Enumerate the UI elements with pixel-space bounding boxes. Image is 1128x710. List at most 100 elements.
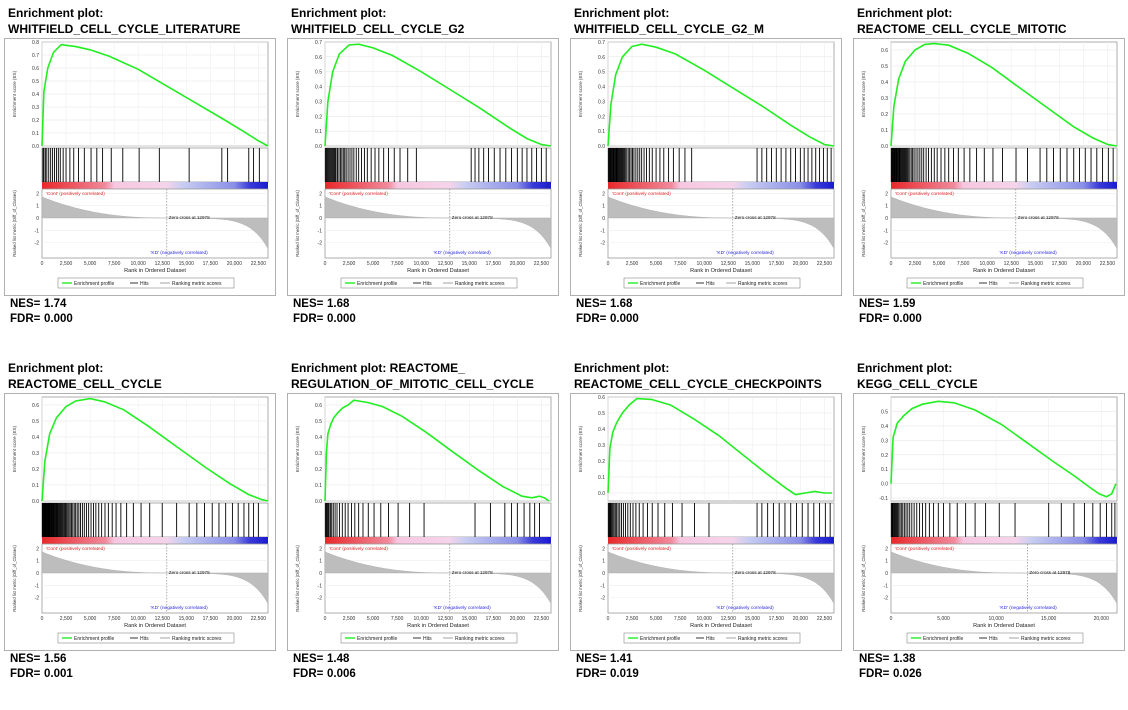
es-tick-label: 0.0 bbox=[881, 482, 888, 488]
legend-ranking-label: Ranking metric scores bbox=[172, 636, 222, 642]
x-axis-label: Rank in Ordered Dataset bbox=[973, 623, 1035, 629]
legend-enrichment-label: Enrichment profile bbox=[923, 636, 964, 642]
nes-label: NES= bbox=[10, 653, 41, 665]
es-tick-label: 0.3 bbox=[315, 99, 322, 105]
x-tick-label: 7,500 bbox=[391, 616, 404, 622]
plot-title: Enrichment plot: KEGG_CELL_CYCLE bbox=[857, 360, 978, 392]
es-tick-label: 0.7 bbox=[598, 40, 605, 46]
nes-row: NES= 1.56 bbox=[10, 652, 73, 667]
es-tick-label: 0.4 bbox=[32, 435, 39, 441]
es-tick-label: 0.0 bbox=[881, 144, 888, 150]
x-tick-label: 0 bbox=[607, 616, 610, 622]
fdr-label: FDR= bbox=[859, 313, 890, 325]
metric-plot-area bbox=[41, 543, 269, 614]
x-tick-label: 0 bbox=[890, 261, 893, 267]
fdr-label: FDR= bbox=[10, 668, 41, 680]
x-tick-label: 12,500 bbox=[438, 616, 454, 622]
x-tick-label: 10,000 bbox=[131, 616, 147, 622]
enrichment-chart: 0.0 0.1 0.2 0.3 0.4 0.5 0.6 0.7 Enrichment score… bbox=[570, 38, 842, 296]
plot-stats: NES= 1.68 FDR= 0.000 bbox=[293, 297, 356, 327]
es-tick-label: 0.6 bbox=[32, 403, 39, 409]
nes-value: 1.68 bbox=[610, 298, 633, 310]
x-tick-label: 22,500 bbox=[817, 261, 833, 267]
es-tick-label: 0.5 bbox=[598, 70, 605, 76]
x-tick-label: 10,000 bbox=[131, 261, 147, 267]
metric-tick-label: -2 bbox=[884, 596, 889, 602]
es-tick-label: 0.4 bbox=[881, 80, 888, 86]
metric-tick-label: 1 bbox=[885, 204, 888, 210]
enrichment-plot-panel: Enrichment plot: WHITFIELD_CELL_CYCLE_G2 0… bbox=[283, 0, 565, 355]
x-tick-label: 20,000 bbox=[227, 616, 243, 622]
enrichment-profile-line bbox=[324, 43, 552, 147]
hits-band bbox=[41, 502, 269, 538]
fdr-value: 0.019 bbox=[610, 668, 639, 680]
es-tick-label: 0.2 bbox=[315, 467, 322, 473]
x-tick-label: 0 bbox=[41, 261, 44, 267]
fdr-value: 0.000 bbox=[610, 313, 639, 325]
es-axis-label: Enrichment score (ES) bbox=[861, 70, 866, 117]
ranking-metric-area bbox=[607, 551, 835, 605]
fdr-label: FDR= bbox=[293, 668, 324, 680]
plot-title: Enrichment plot: REACTOME_ REGULATION_OF_… bbox=[291, 360, 534, 392]
nes-label: NES= bbox=[576, 653, 607, 665]
legend-enrichment-label: Enrichment profile bbox=[640, 636, 681, 642]
fdr-row: FDR= 0.026 bbox=[859, 667, 922, 682]
legend-box bbox=[340, 277, 518, 289]
metric-tick-label: -1 bbox=[318, 228, 323, 234]
es-tick-label: 0.1 bbox=[32, 131, 39, 137]
zero-cross-label: Zero cross at 12978 bbox=[1018, 215, 1059, 220]
x-tick-label: 15,000 bbox=[179, 261, 195, 267]
metric-plot-area bbox=[890, 543, 1118, 614]
plot-title: Enrichment plot: REACTOME_CELL_CYCLE_CHEC… bbox=[574, 360, 822, 392]
metric-tick-label: 2 bbox=[885, 546, 888, 552]
x-tick-label: 0 bbox=[324, 261, 327, 267]
metric-tick-label: -1 bbox=[601, 583, 606, 589]
plot-title-line2: KEGG_CELL_CYCLE bbox=[857, 377, 978, 391]
plot-title-line2: WHITFIELD_CELL_CYCLE_G2 bbox=[291, 22, 465, 36]
es-axis-label: Enrichment score (ES) bbox=[578, 425, 583, 472]
legend-hits-label: Hits bbox=[423, 636, 432, 642]
es-plot-area bbox=[890, 41, 1118, 147]
enrichment-chart: -0.1 0.0 0.1 0.2 0.3 0.4 0.5 Enrichment score (… bbox=[853, 393, 1125, 651]
legend-hits-label: Hits bbox=[140, 636, 149, 642]
zero-cross-label: Zero cross at 12978 bbox=[735, 215, 776, 220]
metric-tick-label: 0 bbox=[36, 571, 39, 577]
zero-cross-label: Zero cross at 12978 bbox=[1029, 570, 1070, 575]
es-tick-label: 0.1 bbox=[32, 483, 39, 489]
metric-tick-label: 0 bbox=[602, 216, 605, 222]
es-plot-area bbox=[890, 396, 1118, 502]
es-plot-area bbox=[324, 396, 552, 502]
metric-tick-label: -1 bbox=[318, 583, 323, 589]
plot-title-line2: REACTOME_CELL_CYCLE bbox=[8, 377, 162, 391]
es-plot-area bbox=[607, 396, 835, 502]
es-tick-label: 0.6 bbox=[315, 55, 322, 61]
metric-tick-label: -2 bbox=[884, 241, 889, 247]
metric-tick-label: -1 bbox=[35, 228, 40, 234]
nes-label: NES= bbox=[10, 298, 41, 310]
metric-tick-label: 1 bbox=[885, 559, 888, 565]
es-tick-label: 0.6 bbox=[598, 55, 605, 61]
rank-gradient-bar bbox=[891, 182, 1117, 189]
nes-row: NES= 1.48 bbox=[293, 652, 356, 667]
x-tick-label: 10,000 bbox=[697, 261, 713, 267]
positively-correlated-label: 'Cont' (positively correlated) bbox=[329, 546, 388, 552]
plot-title-line2: REACTOME_CELL_CYCLE_MITOTIC bbox=[857, 22, 1067, 36]
x-axis-label: Rank in Ordered Dataset bbox=[973, 268, 1035, 274]
legend-ranking-label: Ranking metric scores bbox=[455, 636, 505, 642]
negatively-correlated-label: 'KD' (negatively correlated) bbox=[999, 605, 1057, 611]
positively-correlated-label: 'Cont' (positively correlated) bbox=[895, 546, 954, 552]
x-axis-label: Rank in Ordered Dataset bbox=[124, 268, 186, 274]
plot-title-line2: WHITFIELD_CELL_CYCLE_LITERATURE bbox=[8, 22, 241, 36]
x-tick-label: 15,000 bbox=[745, 616, 761, 622]
fdr-value: 0.026 bbox=[893, 668, 922, 680]
es-tick-label: 0.2 bbox=[32, 118, 39, 124]
metric-plot-area bbox=[41, 188, 269, 259]
es-tick-label: 0.5 bbox=[598, 411, 605, 417]
x-tick-label: 17,500 bbox=[203, 261, 219, 267]
es-tick-label: 0.4 bbox=[32, 92, 39, 98]
rank-gradient-bar bbox=[608, 537, 834, 544]
es-tick-label: 0.4 bbox=[315, 435, 322, 441]
legend-ranking-label: Ranking metric scores bbox=[455, 281, 505, 287]
ranking-metric-area bbox=[41, 196, 269, 250]
negatively-correlated-label: 'KD' (negatively correlated) bbox=[716, 250, 774, 256]
